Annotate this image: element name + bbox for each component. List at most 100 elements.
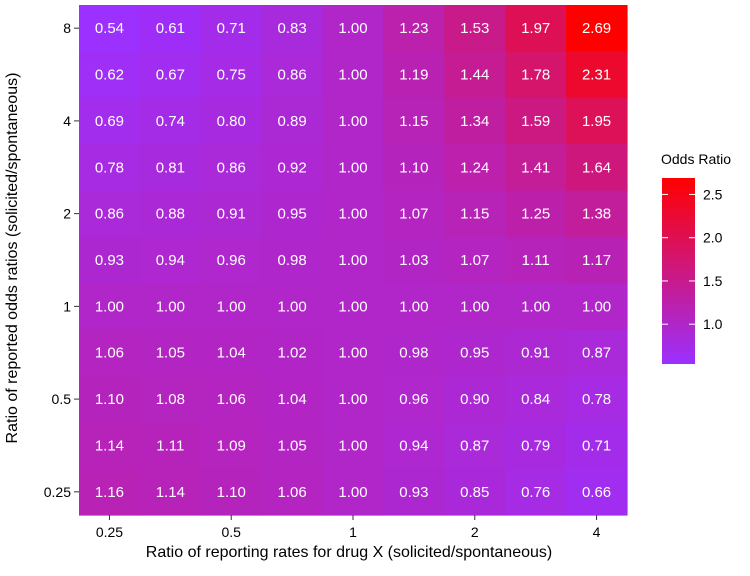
cell-value-label: 0.98 — [278, 252, 307, 269]
cell-value-label: 1.16 — [95, 484, 124, 501]
heatmap-cell — [200, 144, 263, 192]
cell-value-label: 1.00 — [399, 298, 428, 315]
heatmap-cell — [200, 236, 263, 284]
heatmap-cell — [505, 329, 567, 377]
cell-value-label: 1.07 — [399, 206, 428, 223]
heatmap-cell — [322, 97, 385, 145]
cell-value-label: 1.04 — [217, 345, 246, 362]
cell-value-label: 0.84 — [521, 391, 550, 408]
heatmap-cell — [261, 236, 324, 284]
cell-value-label: 0.94 — [399, 437, 428, 454]
heatmap-cell — [79, 283, 141, 331]
cell-value-label: 1.15 — [399, 113, 428, 130]
cell-value-label: 1.06 — [217, 391, 246, 408]
legend-tick-label: 2.0 — [703, 230, 723, 246]
heatmap-cells — [79, 5, 628, 516]
cell-value-label: 1.24 — [460, 159, 489, 176]
heatmap-cell — [139, 468, 202, 516]
legend-tick-label: 1.0 — [703, 316, 723, 332]
heatmap-cell — [79, 97, 141, 145]
heatmap-cell — [200, 468, 263, 516]
cell-value-label: 1.38 — [582, 206, 611, 223]
cell-value-label: 0.75 — [217, 67, 246, 84]
heatmap-cell — [566, 236, 628, 284]
legend-colorbar — [662, 178, 695, 364]
cell-value-label: 1.10 — [217, 484, 246, 501]
heatmap-cell — [261, 97, 324, 145]
x-tick-label: 1 — [349, 524, 357, 540]
cell-value-label: 1.00 — [521, 298, 550, 315]
heatmap-cell — [200, 283, 263, 331]
cell-value-label: 0.62 — [95, 67, 124, 84]
cell-value-label: 0.91 — [217, 206, 246, 223]
cell-value-label: 0.87 — [582, 345, 611, 362]
cell-value-label: 1.14 — [156, 484, 185, 501]
cell-value-label: 1.34 — [460, 113, 489, 130]
heatmap-cell — [261, 51, 324, 99]
cell-value-label: 1.10 — [399, 159, 428, 176]
cell-value-label: 1.00 — [217, 298, 246, 315]
heatmap-cell — [261, 422, 324, 470]
heatmap-cell — [505, 236, 567, 284]
heatmap-cell — [79, 190, 141, 238]
cell-value-label: 0.96 — [399, 391, 428, 408]
cell-value-label: 1.00 — [338, 159, 367, 176]
heatmap-cell — [261, 283, 324, 331]
cell-value-label: 1.00 — [338, 20, 367, 37]
heatmap-cell — [261, 375, 324, 423]
heatmap-cell — [139, 51, 202, 99]
heatmap-cell — [79, 375, 141, 423]
cell-value-label: 1.00 — [338, 206, 367, 223]
y-tick-label: 8 — [63, 20, 71, 36]
x-tick-label: 0.5 — [221, 524, 241, 540]
heatmap-cell — [566, 329, 628, 377]
cell-value-label: 0.78 — [95, 159, 124, 176]
cell-value-label: 0.90 — [460, 391, 489, 408]
heatmap-cell — [566, 5, 628, 52]
heatmap-cell — [444, 236, 506, 284]
heatmap-cell — [139, 5, 202, 52]
heatmap-cell — [261, 144, 324, 192]
cell-value-label: 1.11 — [156, 437, 184, 454]
heatmap-cell — [505, 422, 567, 470]
color-legend: Odds Ratio 1.0 1.5 2.0 2.5 — [661, 151, 731, 364]
heatmap-cell — [505, 375, 567, 423]
heatmap-cell — [383, 51, 445, 99]
cell-value-label: 0.93 — [95, 252, 124, 269]
heatmap-cell — [444, 5, 506, 52]
cell-value-label: 1.05 — [156, 345, 185, 362]
heatmap-cell — [322, 422, 385, 470]
cell-value-label: 1.78 — [521, 67, 550, 84]
cell-value-label: 0.74 — [156, 113, 185, 130]
cell-value-label: 1.09 — [217, 437, 246, 454]
heatmap-cell — [79, 236, 141, 284]
cell-value-label: 0.86 — [95, 206, 124, 223]
cell-value-label: 1.64 — [582, 159, 611, 176]
cell-value-label: 1.08 — [156, 391, 185, 408]
heatmap-cell — [322, 190, 385, 238]
heatmap-cell — [79, 144, 141, 192]
y-tick-label: 0.5 — [52, 391, 72, 407]
heatmap-cell — [383, 236, 445, 284]
heatmap-cell — [200, 375, 263, 423]
cell-value-label: 0.80 — [217, 113, 246, 130]
heatmap-cell — [139, 422, 202, 470]
heatmap-cell — [444, 468, 506, 516]
cell-value-label: 1.00 — [156, 298, 185, 315]
heatmap-cell — [566, 283, 628, 331]
cell-value-label: 2.31 — [582, 67, 611, 84]
heatmap-cell — [79, 5, 141, 52]
y-tick-label: 0.25 — [44, 484, 71, 500]
heatmap-cell — [505, 468, 567, 516]
heatmap-cell — [566, 144, 628, 192]
legend-tick-label: 2.5 — [703, 186, 723, 202]
heatmap-cell — [261, 468, 324, 516]
heatmap-cell — [383, 144, 445, 192]
cell-value-label: 0.71 — [217, 20, 246, 37]
heatmap-cell — [383, 422, 445, 470]
cell-value-label: 1.15 — [460, 206, 489, 223]
cell-value-label: 0.67 — [156, 67, 185, 84]
cell-value-label: 1.00 — [338, 391, 367, 408]
heatmap-cell — [444, 283, 506, 331]
